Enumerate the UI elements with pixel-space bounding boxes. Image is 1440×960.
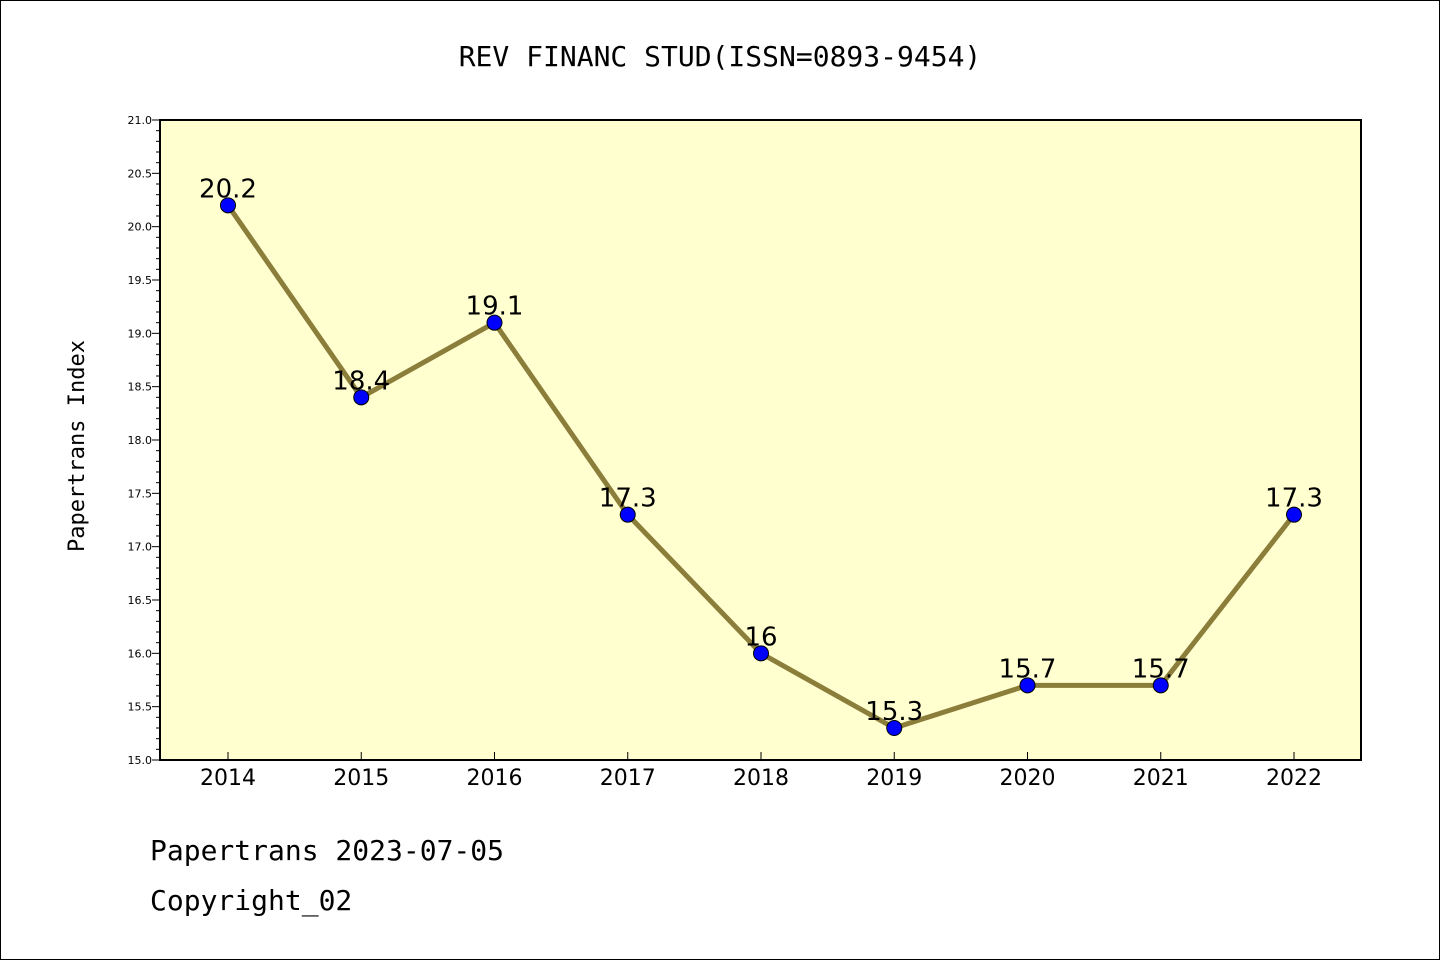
data-point xyxy=(886,720,903,736)
data-label: 17.3 xyxy=(599,484,657,514)
data-point xyxy=(1019,677,1036,694)
y-tick-label: 15.5 xyxy=(128,701,153,714)
data-point xyxy=(486,314,503,331)
x-axis: 2014 2015 2016 2017 2018 2019 2020 2021 2022 xyxy=(200,752,1322,791)
data-point xyxy=(353,389,370,406)
data-label: 19.1 xyxy=(466,292,524,322)
y-tick-label: 18.5 xyxy=(128,381,153,394)
x-tick-label: 2015 xyxy=(333,766,389,791)
chart-title: REV FINANC STUD(ISSN=0893-9454) xyxy=(459,40,982,73)
data-point xyxy=(220,197,236,214)
y-tick-label: 17.0 xyxy=(128,541,153,554)
y-tick-label: 20.5 xyxy=(128,167,153,180)
data-label: 17.3 xyxy=(1265,484,1323,514)
data-label: 15.3 xyxy=(865,697,923,727)
series-markers xyxy=(220,197,1302,736)
data-label: 20.2 xyxy=(199,174,257,204)
x-tick-label: 2021 xyxy=(1133,766,1189,791)
x-tick-label: 2016 xyxy=(467,766,523,791)
y-tick-label: 17.5 xyxy=(128,487,153,500)
footer-copyright: Copyright_02 xyxy=(150,884,353,917)
x-tick-label: 2018 xyxy=(733,766,789,791)
y-tick-label: 18.0 xyxy=(128,434,153,447)
y-tick-label: 19.5 xyxy=(128,274,153,287)
data-label: 16 xyxy=(744,622,777,652)
y-axis-label: Papertrans Index xyxy=(65,340,90,552)
data-point xyxy=(1286,506,1302,523)
y-tick-label: 21.0 xyxy=(128,114,153,127)
x-tick-label: 2020 xyxy=(1000,766,1056,791)
x-tick-label: 2022 xyxy=(1266,766,1322,791)
y-tick-label: 19.0 xyxy=(128,327,153,340)
data-label: 15.7 xyxy=(999,654,1057,684)
footer-date: Papertrans 2023-07-05 xyxy=(150,834,505,867)
x-tick-label: 2019 xyxy=(866,766,922,791)
x-tick-label: 2017 xyxy=(600,766,656,791)
y-tick-label: 16.5 xyxy=(128,594,153,607)
data-point xyxy=(1152,677,1169,694)
y-tick-label: 20.0 xyxy=(128,221,153,234)
y-tick-label: 15.0 xyxy=(128,754,153,767)
data-point xyxy=(753,645,769,662)
y-tick-label: 16.0 xyxy=(128,647,153,660)
data-label: 15.7 xyxy=(1132,654,1190,684)
data-label: 18.4 xyxy=(332,366,390,396)
data-point xyxy=(619,506,636,523)
data-labels: 20.2 18.4 19.1 17.3 16 15.3 15.7 15.7 17.3 xyxy=(199,174,1323,727)
x-tick-label: 2014 xyxy=(200,766,256,791)
y-axis: 15.0 15.5 16.0 16.5 17.0 17.5 18.0 18.5 19.0 19.5… xyxy=(128,114,160,767)
